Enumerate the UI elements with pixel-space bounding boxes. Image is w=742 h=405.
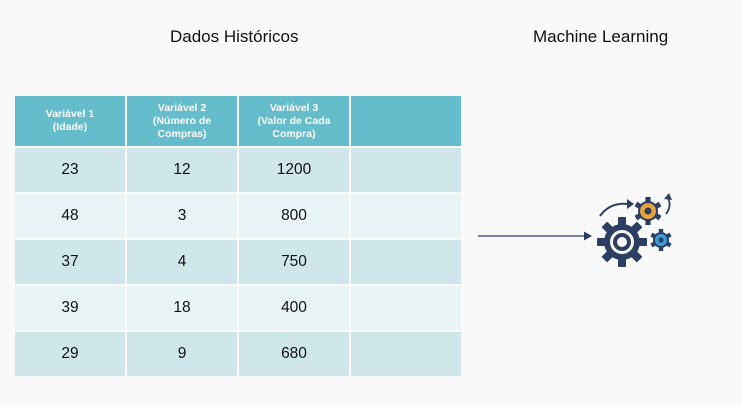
cell-value: 400 [239, 286, 349, 330]
machine-learning-title: Machine Learning [533, 27, 669, 46]
table-row: 48 3 800 [15, 194, 461, 238]
cell-empty [351, 194, 461, 238]
cell-purchases: 3 [127, 194, 237, 238]
cell-value: 750 [239, 240, 349, 284]
header-variable-2: Variável 2 (Número de Compras) [127, 96, 237, 146]
gears-icon [597, 193, 672, 267]
header-variable-1: Variável 1 (Idade) [15, 96, 125, 146]
historical-data-table: Variável 1 (Idade) Variável 2 (Número de… [13, 94, 463, 378]
cell-purchases: 12 [127, 148, 237, 192]
cell-purchases: 18 [127, 286, 237, 330]
header-empty [351, 96, 461, 146]
cell-age: 48 [15, 194, 125, 238]
cell-age: 39 [15, 286, 125, 330]
cell-age: 23 [15, 148, 125, 192]
cell-purchases: 4 [127, 240, 237, 284]
table-row: 29 9 680 [15, 332, 461, 376]
cell-age: 37 [15, 240, 125, 284]
cell-age: 29 [15, 332, 125, 376]
cell-purchases: 9 [127, 332, 237, 376]
table-row: 39 18 400 [15, 286, 461, 330]
arrow-right-icon [478, 231, 592, 241]
table-header-row: Variável 1 (Idade) Variável 2 (Número de… [15, 96, 461, 146]
table-row: 23 12 1200 [15, 148, 461, 192]
header-variable-3: Variável 3 (Valor de Cada Compra) [239, 96, 349, 146]
cell-empty [351, 286, 461, 330]
table-row: 37 4 750 [15, 240, 461, 284]
cell-empty [351, 240, 461, 284]
cell-value: 1200 [239, 148, 349, 192]
cell-value: 680 [239, 332, 349, 376]
cell-value: 800 [239, 194, 349, 238]
cell-empty [351, 332, 461, 376]
cell-empty [351, 148, 461, 192]
historical-data-title: Dados Históricos [170, 27, 299, 46]
